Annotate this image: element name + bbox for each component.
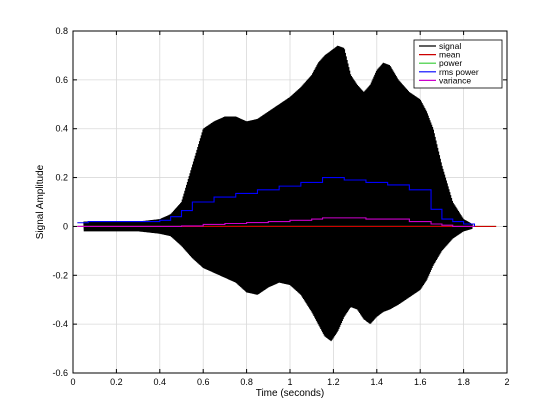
x-tick-label: 1.2 <box>327 377 340 387</box>
legend-label: power <box>439 58 462 68</box>
x-tick-label: 0.8 <box>240 377 253 387</box>
x-axis-label: Time (seconds) <box>256 388 325 399</box>
legend-label: rms power <box>439 67 479 77</box>
y-tick-label: -0.6 <box>52 368 68 378</box>
legend-label: mean <box>439 50 461 60</box>
y-axis-label: Signal Amplitude <box>35 164 46 239</box>
x-tick-label: 1.4 <box>371 377 384 387</box>
variance-line <box>77 217 475 227</box>
y-tick-label: 0.8 <box>55 26 68 36</box>
x-tick-label: 0.4 <box>154 377 167 387</box>
y-tick-label: 0.6 <box>55 75 68 85</box>
legend-label: signal <box>439 41 461 51</box>
rms-power-line <box>77 177 475 227</box>
x-tick-label: 0.2 <box>110 377 123 387</box>
ticks: 0 0.2 0.4 0.6 0.8 1 1.2 1.4 1.6 1.8 2 -0.6 -0.4 -0.2 0… <box>52 26 509 387</box>
legend-label: variance <box>439 75 471 85</box>
y-tick-label: -0.4 <box>52 319 68 329</box>
y-tick-label: 0.2 <box>55 173 68 183</box>
signal-line <box>83 45 473 342</box>
y-tick-label: 0 <box>63 221 68 231</box>
x-tick-label: 0.6 <box>197 377 210 387</box>
x-tick-label: 0 <box>70 377 75 387</box>
x-tick-label: 1.8 <box>457 377 470 387</box>
plot-area <box>77 45 497 342</box>
y-tick-label: -0.2 <box>52 270 68 280</box>
x-tick-label: 1 <box>287 377 292 387</box>
x-tick-label: 1.6 <box>414 377 427 387</box>
y-tick-label: 0.4 <box>55 124 68 134</box>
x-tick-label: 2 <box>504 377 509 387</box>
